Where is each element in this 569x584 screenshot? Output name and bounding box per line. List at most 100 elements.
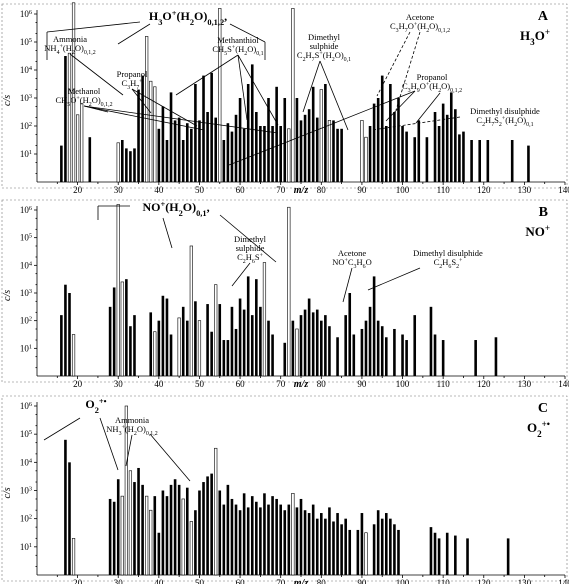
annotation: C3H7O+(H2O)0,1,2 xyxy=(390,21,450,34)
bar-mz-94 xyxy=(376,320,380,376)
bar-mz-36 xyxy=(141,75,144,182)
bar-mz-82 xyxy=(328,507,331,575)
panel-ion-title: H3O+ xyxy=(520,27,550,47)
annotation: NH3+(H2O)0,1,2 xyxy=(106,424,157,437)
annotation-leader xyxy=(237,54,248,121)
x-tick-label: 120 xyxy=(477,578,491,584)
bar-mz-16 xyxy=(60,315,63,376)
x-tick-label: 110 xyxy=(437,379,451,389)
bar-mz-42 xyxy=(165,298,169,376)
bar-mz-73 xyxy=(291,8,295,183)
bar-mz-19 xyxy=(71,2,76,183)
bar-mz-17 xyxy=(64,56,67,182)
annotation: Dimethyl xyxy=(308,32,341,42)
bar-mz-115 xyxy=(462,131,465,182)
annotation: NO+(H2O)0,1, xyxy=(142,200,209,218)
bar-mz-44 xyxy=(173,120,177,182)
bar-mz-20 xyxy=(76,114,80,183)
bar-mz-57 xyxy=(226,340,230,376)
bar-mz-58 xyxy=(230,306,234,376)
annotation-leader xyxy=(125,434,133,467)
bar-mz-50 xyxy=(198,120,201,182)
bar-mz-94 xyxy=(376,510,380,575)
annotation: Ammonia xyxy=(53,34,87,44)
annotation-leader xyxy=(367,267,421,291)
bar-mz-78 xyxy=(311,86,315,182)
bar-mz-96 xyxy=(384,337,388,376)
y-tick-label: 103 xyxy=(20,93,32,104)
bar-mz-96 xyxy=(384,513,388,575)
annotation: sulphide xyxy=(236,243,265,253)
bar-mz-65 xyxy=(259,126,262,182)
bar-mz-31 xyxy=(120,140,124,182)
bar-mz-28 xyxy=(108,306,112,376)
bar-mz-85 xyxy=(340,128,343,182)
bar-mz-16 xyxy=(60,145,63,182)
bar-mz-34 xyxy=(133,148,136,182)
annotation-leader xyxy=(219,214,277,263)
bar-mz-38 xyxy=(149,312,153,376)
annotation-leader xyxy=(46,21,141,33)
bar-mz-61 xyxy=(242,128,246,182)
x-tick-label: 20 xyxy=(73,379,83,389)
annotation-leader xyxy=(83,105,279,134)
annotation-leader xyxy=(131,88,152,114)
annotation: C2H7S+(H2O)0,1 xyxy=(297,50,351,63)
bar-mz-93 xyxy=(372,103,376,182)
bar-mz-44 xyxy=(173,479,177,575)
y-tick-label: 104 xyxy=(20,260,33,271)
bar-mz-108 xyxy=(433,334,437,376)
x-tick-label: 110 xyxy=(437,578,451,584)
bar-mz-92 xyxy=(368,126,372,182)
bar-mz-21 xyxy=(80,103,84,183)
bar-mz-109 xyxy=(437,538,441,575)
x-tick-label: 50 xyxy=(195,185,205,195)
bar-mz-98 xyxy=(393,112,396,182)
y-tick-label: 105 xyxy=(20,429,32,440)
bar-mz-52 xyxy=(206,476,209,575)
bar-mz-113 xyxy=(454,535,457,575)
bar-mz-53 xyxy=(210,72,213,182)
annotation: C2H7S2+(H2O)0,1 xyxy=(476,115,533,128)
annotation: Methanol xyxy=(68,86,101,96)
bar-mz-95 xyxy=(380,518,384,575)
bar-mz-74 xyxy=(295,507,299,575)
bar-mz-91 xyxy=(364,320,368,376)
bar-mz-117 xyxy=(470,140,473,182)
annotation-leader xyxy=(302,60,321,113)
bar-mz-67 xyxy=(267,98,270,182)
annotation-leader xyxy=(69,53,124,96)
bar-mz-64 xyxy=(255,279,258,376)
bar-mz-73 xyxy=(291,493,295,576)
bar-mz-38 xyxy=(149,80,153,183)
annotation: Dimethyl disulphide xyxy=(470,106,540,116)
bar-mz-77 xyxy=(307,513,311,575)
bar-mz-79 xyxy=(315,117,319,182)
bar-mz-111 xyxy=(445,532,449,575)
y-tick-label: 102 xyxy=(20,513,32,524)
y-tick-label: 102 xyxy=(20,121,32,132)
annotation: Ammonia xyxy=(115,415,149,425)
bar-mz-41 xyxy=(161,106,165,182)
bar-mz-68 xyxy=(271,126,274,182)
bar-mz-69 xyxy=(275,498,278,575)
bar-mz-38 xyxy=(149,509,153,576)
bar-mz-101 xyxy=(405,340,408,376)
bar-mz-131 xyxy=(527,145,530,182)
bar-mz-51 xyxy=(202,482,205,575)
y-tick-label: 106 xyxy=(20,9,32,20)
bar-mz-77 xyxy=(307,109,311,182)
bar-mz-54 xyxy=(214,447,218,576)
bar-mz-93 xyxy=(372,524,376,575)
bar-mz-63 xyxy=(250,315,254,376)
bar-mz-73 xyxy=(291,320,295,376)
x-tick-label: 120 xyxy=(477,379,491,389)
bar-mz-65 xyxy=(259,306,262,376)
bar-mz-60 xyxy=(238,98,242,182)
bar-mz-123 xyxy=(494,337,498,376)
bar-mz-33 xyxy=(129,326,132,376)
bar-mz-68 xyxy=(271,334,274,376)
bar-mz-70 xyxy=(279,504,282,575)
bar-mz-54 xyxy=(214,117,218,182)
panel-ion-title: O2+• xyxy=(527,419,550,439)
